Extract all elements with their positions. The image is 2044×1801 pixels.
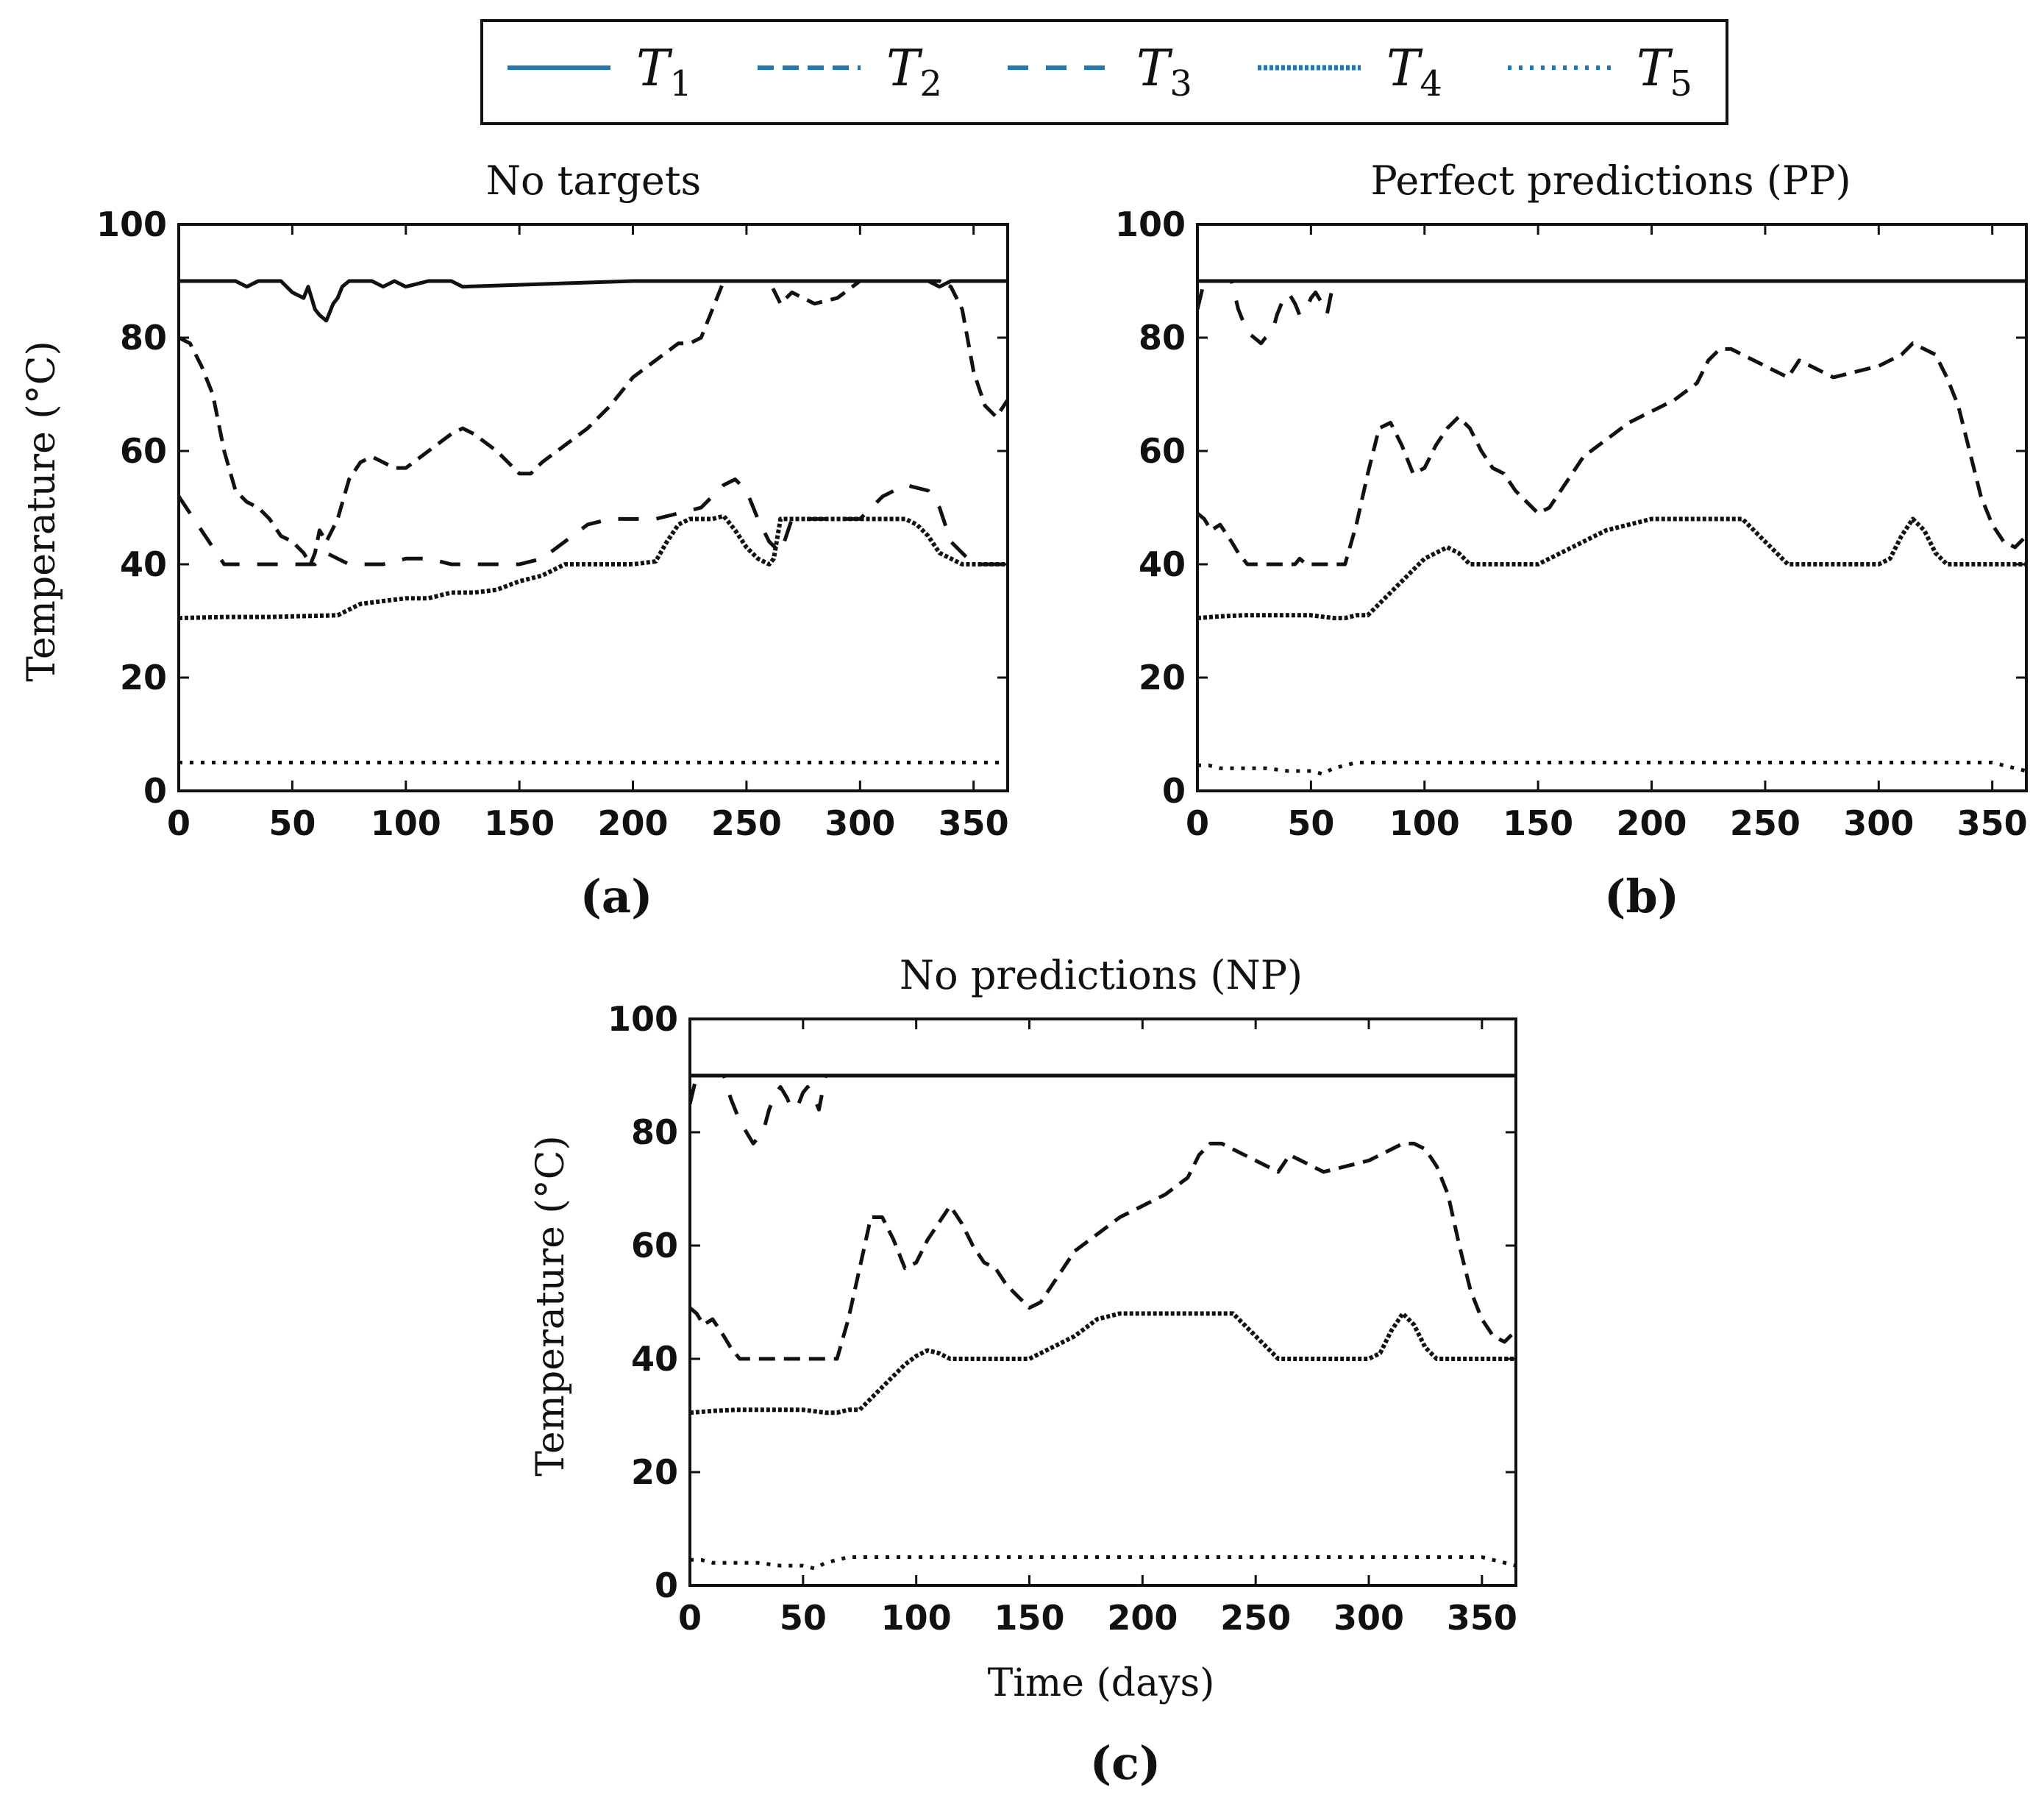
panel-b-plot: 0 50 100 150 200 250 300 350 0 20 40 60 80 100: [1115, 205, 2028, 843]
y-tick-label: 80: [631, 1112, 678, 1152]
series-t4: [690, 1311, 1516, 1415]
series-t3: [1197, 279, 1336, 346]
series-t2: [690, 1141, 1516, 1361]
y-tick-label: 40: [1139, 544, 1186, 584]
panel-a-plot: 0 50 100 150 200 250 300 350 0 20 40 60 80 100: [96, 205, 1009, 843]
x-tick-label: 300: [1333, 1598, 1404, 1638]
panel-b-letter: (b): [1604, 870, 1679, 923]
series-t2: [1197, 341, 2026, 566]
y-tick-label: 100: [608, 999, 678, 1039]
x-tick-label: 200: [1617, 803, 1687, 843]
x-tick-label: 100: [881, 1598, 952, 1638]
y-tick-label: 100: [1115, 205, 1186, 244]
y-tick-label: 0: [143, 771, 167, 811]
series-t5: [1197, 761, 2026, 776]
panel-b: Perfect predictions (PP) 0 50 100 150 200 250…: [1115, 157, 2028, 923]
panel-c-ylabel: Temperature (°C): [529, 1135, 573, 1477]
plot-frame: [1196, 223, 2028, 792]
x-tick-label: 150: [1503, 803, 1573, 843]
panel-a: No targets Temperature (°C) 0 50 100 150 200…: [20, 157, 1009, 923]
legend-label-t5: T5: [1637, 40, 1692, 104]
x-tick-label: 200: [598, 803, 669, 843]
y-tick-label: 20: [120, 658, 167, 697]
plot-frame: [688, 1017, 1517, 1587]
legend-label-t1: T1: [636, 40, 692, 104]
x-tick-label: 250: [1730, 803, 1801, 843]
y-tick-label: 80: [1139, 318, 1186, 358]
x-tick-label: 150: [994, 1598, 1064, 1638]
y-tick-label: 60: [1139, 431, 1186, 471]
y-tick-label: 40: [120, 544, 167, 584]
series-group: [1197, 279, 2026, 776]
x-tick-label: 0: [167, 803, 190, 843]
legend-label-t3: T3: [1136, 40, 1192, 104]
panel-a-letter: (a): [580, 870, 653, 923]
x-tick-label: 350: [1447, 1598, 1517, 1638]
x-tick-label: 300: [825, 803, 895, 843]
panel-b-title: Perfect predictions (PP): [1370, 157, 1851, 204]
x-tick-label: 150: [484, 803, 555, 843]
series-t1: [179, 279, 1008, 323]
series-group: [179, 279, 1008, 764]
panel-a-title: No targets: [486, 157, 702, 204]
legend-label-t4: T4: [1386, 40, 1442, 104]
x-tick-label: 350: [939, 803, 1009, 843]
legend-label-t2: T2: [886, 40, 942, 104]
panel-c-title: No predictions (NP): [900, 952, 1303, 998]
y-tick-label: 40: [631, 1339, 678, 1379]
series-t5: [690, 1555, 1516, 1571]
series-t3: [690, 1073, 828, 1145]
series-t4: [1197, 516, 2026, 621]
x-tick-label: 0: [678, 1598, 702, 1638]
series-group: [690, 1073, 1516, 1571]
panel-c: No predictions (NP) Temperature (°C) 0 50…: [529, 952, 1517, 1790]
x-tick-label: 0: [1186, 803, 1209, 843]
panel-c-plot: 0 50 100 150 200 250 300 350 0 20 40 60 80 100: [608, 999, 1517, 1638]
x-tick-label: 50: [780, 1598, 827, 1638]
y-tick-label: 20: [631, 1452, 678, 1492]
x-tick-label: 50: [268, 803, 316, 843]
y-tick-label: 80: [120, 318, 167, 358]
y-tick-label: 0: [1162, 771, 1186, 811]
series-t3: [179, 477, 1008, 566]
panel-c-xlabel: Time (days): [988, 1661, 1215, 1705]
legend-box: [480, 19, 1728, 125]
series-t2: [179, 279, 1008, 566]
legend: T1 T2 T3 T4 T5: [480, 19, 1728, 125]
y-tick-label: 100: [96, 205, 167, 244]
x-tick-label: 100: [371, 803, 441, 843]
x-tick-label: 350: [1957, 803, 2028, 843]
y-tick-label: 0: [655, 1566, 678, 1605]
plot-frame: [177, 223, 1009, 792]
panel-c-letter: (c): [1090, 1736, 1161, 1790]
x-tick-label: 200: [1107, 1598, 1178, 1638]
x-tick-label: 300: [1843, 803, 1914, 843]
y-tick-label: 20: [1139, 658, 1186, 697]
x-tick-label: 250: [711, 803, 782, 843]
x-tick-label: 100: [1389, 803, 1460, 843]
y-tick-label: 60: [120, 431, 167, 471]
panel-a-ylabel: Temperature (°C): [20, 341, 64, 682]
legend-items: T1 T2 T3 T4 T5: [508, 40, 1692, 104]
x-tick-label: 50: [1287, 803, 1334, 843]
y-tick-label: 60: [631, 1226, 678, 1265]
series-t4: [179, 514, 1008, 621]
x-tick-label: 250: [1220, 1598, 1291, 1638]
